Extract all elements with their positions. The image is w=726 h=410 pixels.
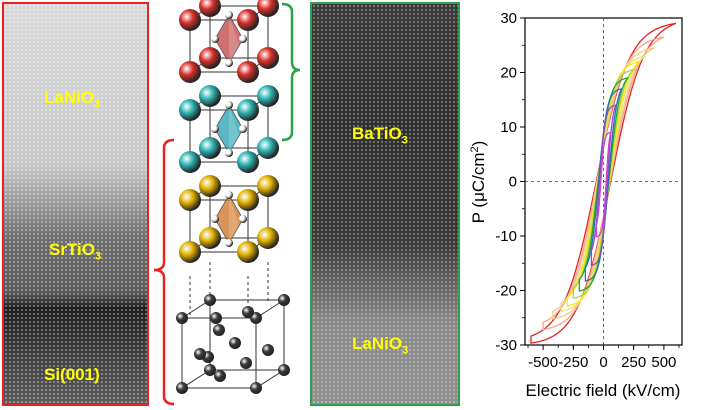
si-atom <box>213 324 225 336</box>
sr-atom <box>179 241 201 263</box>
ba-atom <box>257 85 279 107</box>
si-atom <box>214 370 226 382</box>
la-atom <box>179 9 201 31</box>
label-si001: Si(001) <box>44 365 100 384</box>
oxygen-atom <box>239 215 247 223</box>
y-tick-label: -10 <box>495 228 517 245</box>
ba-atom <box>237 151 259 173</box>
x-tick-label: 250 <box>621 354 646 371</box>
ba-atom <box>179 151 201 173</box>
ba-atom <box>199 85 221 107</box>
ba-atom <box>237 99 259 121</box>
la-atom <box>199 0 221 17</box>
si-atom <box>278 294 290 306</box>
crystal-structure-diagram <box>153 0 301 406</box>
si-atom <box>242 306 254 318</box>
tem-image-left: LaNiO3 SrTiO3 Si(001) <box>2 2 149 406</box>
srtio3-cell <box>179 175 279 263</box>
sr-atom <box>199 175 221 197</box>
label-srtio3: SrTiO3 <box>49 240 102 263</box>
red-bracket <box>153 138 175 406</box>
y-tick-label: 10 <box>500 119 517 136</box>
oxygen-atom <box>239 35 247 43</box>
hysteresis-loop <box>584 88 623 282</box>
sr-atom <box>199 227 221 249</box>
ba-atom <box>199 137 221 159</box>
oxygen-atom <box>211 35 219 43</box>
si-atom <box>278 364 290 376</box>
oxygen-atom <box>225 149 233 157</box>
y-tick-label: 20 <box>500 65 517 82</box>
ba-atom <box>257 137 279 159</box>
oxygen-atom <box>225 101 233 109</box>
si-atom <box>250 382 262 394</box>
x-tick-label: 0 <box>599 354 607 371</box>
y-tick-label: 30 <box>500 10 517 27</box>
label-lanio3-right: LaNiO3 <box>352 334 409 357</box>
si-atom <box>176 312 188 324</box>
y-tick-label: -20 <box>495 283 517 300</box>
sr-atom <box>257 227 279 249</box>
oxygen-atom <box>211 215 219 223</box>
batio3-cell <box>179 85 279 173</box>
si-atom <box>240 357 252 369</box>
x-tick-label: -250 <box>558 354 588 371</box>
sr-atom <box>257 175 279 197</box>
la-atom <box>237 9 259 31</box>
x-axis-label: Electric field (kV/cm) <box>526 381 681 400</box>
loop-series <box>530 22 677 344</box>
sr-atom <box>179 189 201 211</box>
oxygen-atom <box>225 11 233 19</box>
y-tick-label: 0 <box>509 174 517 191</box>
tem-image-right: BaTiO3 LaNiO3 <box>310 2 460 406</box>
hysteresis-loop <box>590 104 617 267</box>
label-lanio3-left: LaNiO3 <box>44 88 101 111</box>
oxygen-atom <box>225 191 233 199</box>
si-atom <box>229 337 241 349</box>
si-atom <box>210 312 222 324</box>
green-bracket <box>281 2 301 142</box>
si-cell <box>176 262 290 394</box>
axis-ticks: -500 -250 0 250 500 -30 -20 -10 0 10 20 30 <box>495 10 680 371</box>
la-atom <box>199 47 221 69</box>
hysteresis-loop <box>595 131 612 238</box>
la-atom <box>179 61 201 83</box>
lanio3-cell <box>179 0 279 83</box>
x-tick-label: 500 <box>651 354 676 371</box>
oxygen-atom <box>225 239 233 247</box>
y-tick-label: -30 <box>495 337 517 354</box>
unit-cells <box>176 0 290 394</box>
hysteresis-loop <box>552 47 655 320</box>
si-atom <box>204 364 216 376</box>
si-atom <box>262 344 274 356</box>
la-atom <box>237 61 259 83</box>
zero-lines <box>525 18 682 345</box>
oxygen-atom <box>239 125 247 133</box>
y-axis-label: P (μC/cm2) <box>469 141 488 224</box>
sr-atom <box>237 189 259 211</box>
la-atom <box>257 0 279 17</box>
label-batio3: BaTiO3 <box>352 124 408 147</box>
hysteresis-chart: -500 -250 0 250 500 -30 -20 -10 0 10 20 30 P (μC/cm… <box>469 10 683 400</box>
oxygen-atom <box>225 59 233 67</box>
si-atom <box>204 294 216 306</box>
hysteresis-loop <box>560 55 647 312</box>
sr-atom <box>237 241 259 263</box>
si-atom <box>194 348 206 360</box>
la-atom <box>257 47 279 69</box>
x-tick-label: -500 <box>528 354 558 371</box>
si-atom <box>176 382 188 394</box>
ba-atom <box>179 99 201 121</box>
oxygen-atom <box>211 125 219 133</box>
